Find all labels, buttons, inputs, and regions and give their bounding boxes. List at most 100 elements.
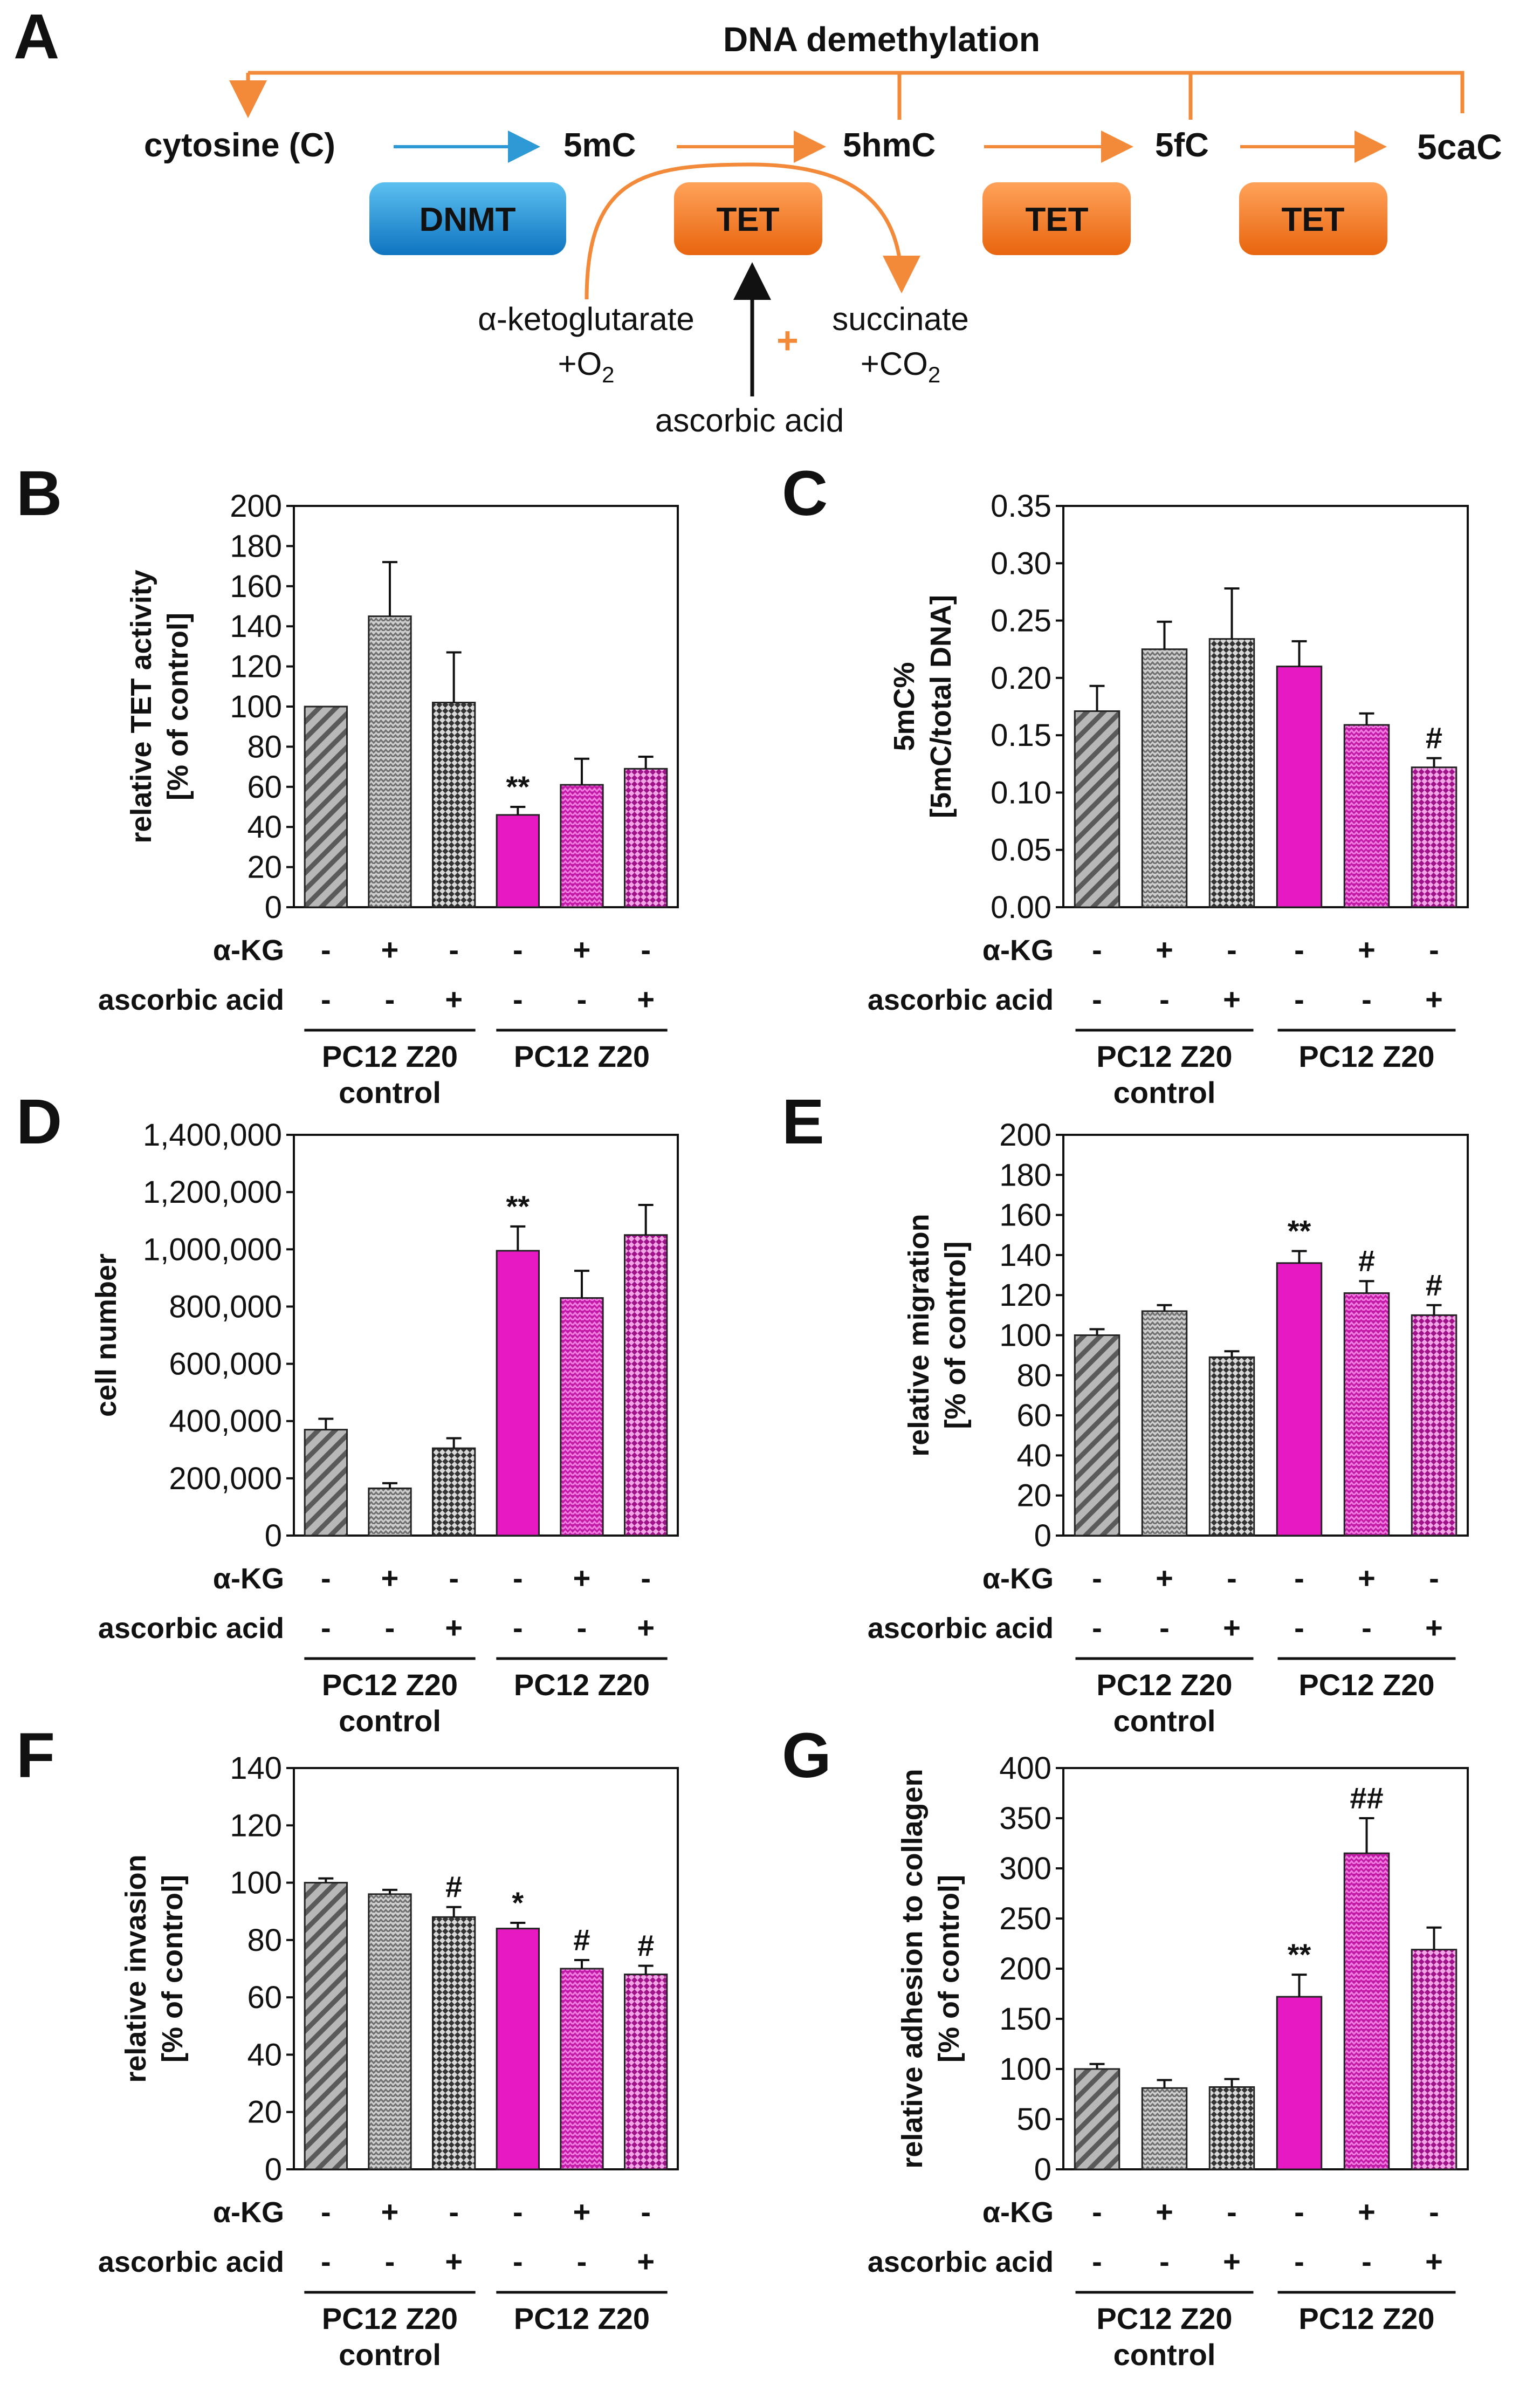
- bar: [304, 705, 348, 908]
- y-tick-label: 0: [1034, 2152, 1051, 2187]
- ascorbic-sign: +: [637, 982, 655, 1016]
- group-label-z20: PC12 Z20: [514, 2301, 650, 2335]
- y-tick-label: 0: [265, 1518, 282, 1553]
- akg-sign: -: [1294, 1561, 1304, 1595]
- akg-sign: -: [1092, 1561, 1102, 1595]
- panel-letter-d: D: [16, 1086, 62, 1157]
- akg-sign: +: [573, 2195, 591, 2229]
- akg-sign: -: [1429, 2195, 1439, 2229]
- y-tick-label: 20: [247, 850, 282, 885]
- panel-f: F 0 20 40 60 80 100 120 140 relative invasion [% o…: [16, 1720, 679, 2372]
- y-tick-label: 140: [999, 1238, 1051, 1273]
- ascorbic-sign: +: [1223, 1611, 1241, 1645]
- plot-frame: [1062, 505, 1469, 908]
- y-tick-label: 200: [999, 1951, 1051, 1986]
- ascorbic-sign: -: [385, 1611, 395, 1645]
- akg-sign: +: [381, 1561, 399, 1595]
- y-tick-label: 400,000: [169, 1404, 282, 1439]
- y-tick-label: 140: [230, 1751, 282, 1786]
- group-sublabel-control: control: [1113, 2338, 1216, 2372]
- akg-sign: +: [381, 2195, 399, 2229]
- y-tick-label: 350: [999, 1801, 1051, 1836]
- bar: [1208, 2086, 1255, 2170]
- y-tick-label: 180: [999, 1157, 1051, 1193]
- cofactor-out-co2: +CO2: [861, 346, 940, 387]
- y-axis-label-2: [% of control]: [933, 1875, 965, 2063]
- akg-sign: -: [1092, 2195, 1102, 2229]
- group-sublabel-control: control: [339, 1704, 441, 1738]
- y-tick-label: 0: [265, 890, 282, 925]
- ascorbic-sign: -: [1159, 982, 1170, 1016]
- ascorbic-sign: -: [1362, 1611, 1372, 1645]
- significance-label: **: [1288, 1214, 1311, 1248]
- akg-row-label: α-KG: [982, 934, 1054, 967]
- y-tick-label: 180: [230, 529, 282, 564]
- significance-label: #: [1358, 1244, 1375, 1278]
- ascorbic-sign: +: [637, 1611, 655, 1645]
- significance-label: #: [573, 1923, 590, 1957]
- bar: [1074, 1334, 1120, 1537]
- y-axis-label-2: [% of control]: [162, 613, 194, 800]
- panel-letter-e: E: [782, 1086, 824, 1157]
- ascorbic-sign: +: [445, 1611, 463, 1645]
- bar: [1411, 1949, 1458, 2170]
- ascorbic-sign: -: [513, 982, 523, 1016]
- group-label-control: PC12 Z20: [1096, 2301, 1232, 2335]
- akg-sign: +: [573, 1561, 591, 1595]
- akg-sign: +: [1358, 2195, 1376, 2229]
- y-tick-label: 0.30: [991, 546, 1051, 581]
- diagram-title: DNA demethylation: [723, 20, 1040, 59]
- akg-sign: -: [449, 933, 459, 967]
- ascorbic-sign: -: [513, 2244, 523, 2278]
- akg-sign: -: [321, 1561, 331, 1595]
- significance-label: **: [506, 1189, 530, 1223]
- ascorbic-sign: -: [1362, 2244, 1372, 2278]
- plot-frame: [293, 505, 679, 908]
- bar: [1074, 2068, 1120, 2170]
- tet-label-1: TET: [716, 201, 779, 238]
- ascorbic-sign: -: [1159, 1611, 1170, 1645]
- group-sublabel-control: control: [339, 2338, 441, 2372]
- ascorbic-sign: +: [445, 2244, 463, 2278]
- bar: [496, 1250, 540, 1537]
- cofactor-arc: [585, 162, 920, 300]
- panel-letter-c: C: [782, 458, 828, 529]
- y-tick-label: 100: [999, 1318, 1051, 1353]
- y-tick-label: 40: [247, 2037, 282, 2072]
- ascorbic-sign: +: [445, 982, 463, 1016]
- node-5cac: 5caC: [1417, 127, 1502, 167]
- akg-sign: +: [573, 933, 591, 967]
- akg-sign: +: [1358, 1561, 1376, 1595]
- bar: [432, 1447, 476, 1537]
- ascorbic-row-label: ascorbic acid: [868, 984, 1054, 1016]
- ascorbic-sign: -: [321, 2244, 331, 2278]
- tet-box-1: [674, 182, 822, 255]
- y-tick-label: 60: [247, 770, 282, 805]
- bar: [1141, 1310, 1188, 1537]
- dnmt-label: DNMT: [419, 201, 515, 238]
- y-tick-label: 160: [999, 1198, 1051, 1233]
- ascorbic-row-label: ascorbic acid: [98, 1612, 284, 1645]
- ascorbic-sign: -: [577, 2244, 587, 2278]
- y-axis-label-2: [5mC/total DNA]: [925, 595, 957, 818]
- node-cytosine: cytosine (C): [144, 127, 335, 164]
- group-label-control: PC12 Z20: [1096, 1039, 1232, 1073]
- ascorbic-sign: -: [1294, 2244, 1304, 2278]
- bar: [624, 1234, 668, 1537]
- y-tick-label: 120: [230, 1808, 282, 1843]
- plot-frame: [293, 1134, 679, 1537]
- panel-c: C 0.00 0.05 0.10 0.15 0.20 0.25 0.30 0.35 5mC% [5m…: [782, 458, 1469, 1109]
- y-tick-label: 80: [247, 1923, 282, 1958]
- bar: [432, 1916, 476, 2170]
- akg-sign: -: [321, 2195, 331, 2229]
- y-tick-label: 0.10: [991, 775, 1051, 810]
- y-tick-label: 140: [230, 609, 282, 644]
- y-tick-label: 50: [1016, 2102, 1051, 2137]
- akg-row-label: α-KG: [982, 2196, 1054, 2229]
- y-tick-label: 20: [247, 2095, 282, 2130]
- ascorbic-sign: -: [1092, 2244, 1102, 2278]
- group-label-z20: PC12 Z20: [1298, 1039, 1434, 1073]
- y-tick-label: 1,000,000: [143, 1232, 282, 1267]
- y-tick-label: 800,000: [169, 1289, 282, 1324]
